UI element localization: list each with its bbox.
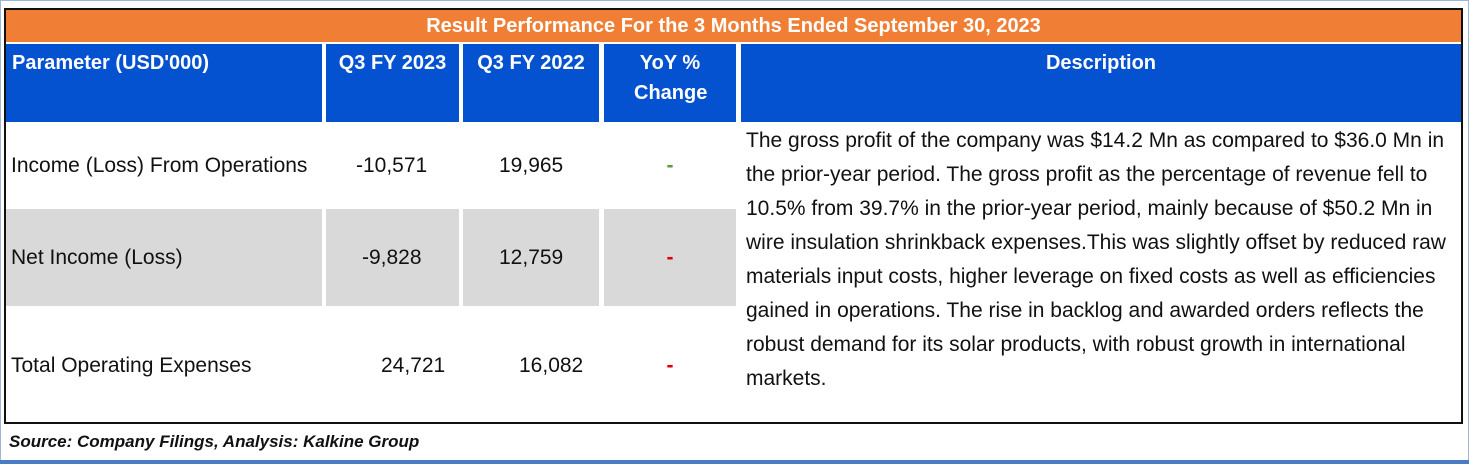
- description-text: The gross profit of the company was $14.…: [746, 129, 1446, 390]
- row3-parameter: Total Operating Expenses: [11, 354, 252, 377]
- row3-q3-2022: 16,082: [519, 354, 584, 377]
- table-title: Result Performance For the 3 Months Ende…: [6, 10, 1461, 42]
- row1-q3-2023: -10,571: [356, 153, 428, 177]
- row2-yoy: -: [604, 209, 736, 306]
- header-q3-2023: Q3 FY 2023: [326, 44, 459, 122]
- results-table: Result Performance For the 3 Months Ende…: [4, 8, 1463, 424]
- source-note: Source: Company Filings, Analysis: Kalki…: [9, 432, 420, 451]
- row2-q3-2023: -9,828: [326, 209, 459, 306]
- row3-yoy: -: [666, 354, 674, 377]
- row3-q3-2023: 24,721: [381, 354, 446, 377]
- header-yoy: YoY % Change: [604, 44, 736, 122]
- row2-q3-2022: 12,759: [463, 209, 599, 306]
- header-description: Description: [741, 44, 1461, 122]
- header-q3-2022: Q3 FY 2022: [463, 44, 599, 122]
- row1-q3-2022: 19,965: [499, 153, 564, 177]
- header-parameter: Parameter (USD'000): [6, 44, 322, 122]
- row1-yoy: -: [666, 153, 674, 177]
- row1-parameter: Income (Loss) From Operations: [11, 153, 308, 177]
- bottom-rule: [0, 460, 1469, 464]
- row2-parameter: Net Income (Loss): [6, 209, 322, 306]
